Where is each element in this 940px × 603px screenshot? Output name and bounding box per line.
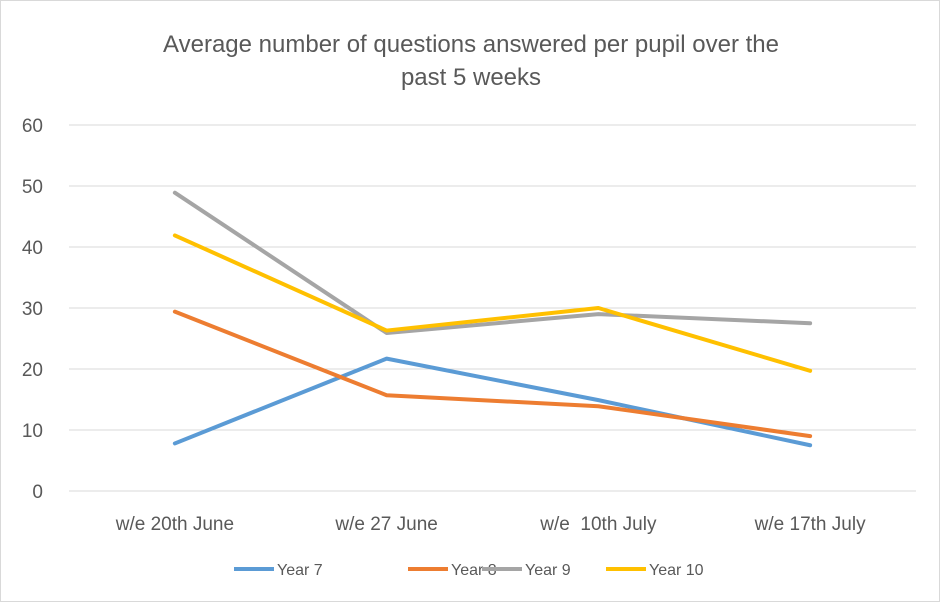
y-tick-label: 20 xyxy=(22,360,43,381)
y-tick-label: 10 xyxy=(22,421,43,442)
legend-label: Year 9 xyxy=(525,562,571,579)
chart-title: Average number of questions answered per… xyxy=(163,31,779,91)
y-tick-label: 30 xyxy=(22,299,43,320)
x-axis-tick-labels: w/e 20th June w/e 27 June w/e 10th July w/e… xyxy=(115,514,866,535)
chart-title-line-2: past 5 weeks xyxy=(401,64,541,91)
legend: Year 7 Year 8 Year 9 Year 10 xyxy=(234,562,704,579)
chart-title-line-1: Average number of questions answered per… xyxy=(163,31,779,58)
x-tick-label: w/e 17th July xyxy=(754,514,866,535)
x-tick-label: w/e 10th July xyxy=(539,514,657,535)
legend-label: Year 7 xyxy=(277,562,323,579)
series-line-year-8 xyxy=(172,309,813,439)
series-lines xyxy=(172,190,813,448)
y-tick-label: 40 xyxy=(22,238,43,259)
y-axis-tick-labels: 0 10 20 30 40 50 60 xyxy=(22,116,43,503)
legend-label: Year 8 xyxy=(451,562,497,579)
series-line-year-10 xyxy=(172,233,813,373)
series-line-year-9 xyxy=(172,190,813,336)
x-tick-label: w/e 27 June xyxy=(334,514,437,535)
legend-label: Year 10 xyxy=(649,562,704,579)
x-tick-label: w/e 20th June xyxy=(115,514,234,535)
y-tick-label: 60 xyxy=(22,116,43,137)
y-tick-label: 50 xyxy=(22,177,43,198)
y-tick-label: 0 xyxy=(32,482,43,503)
